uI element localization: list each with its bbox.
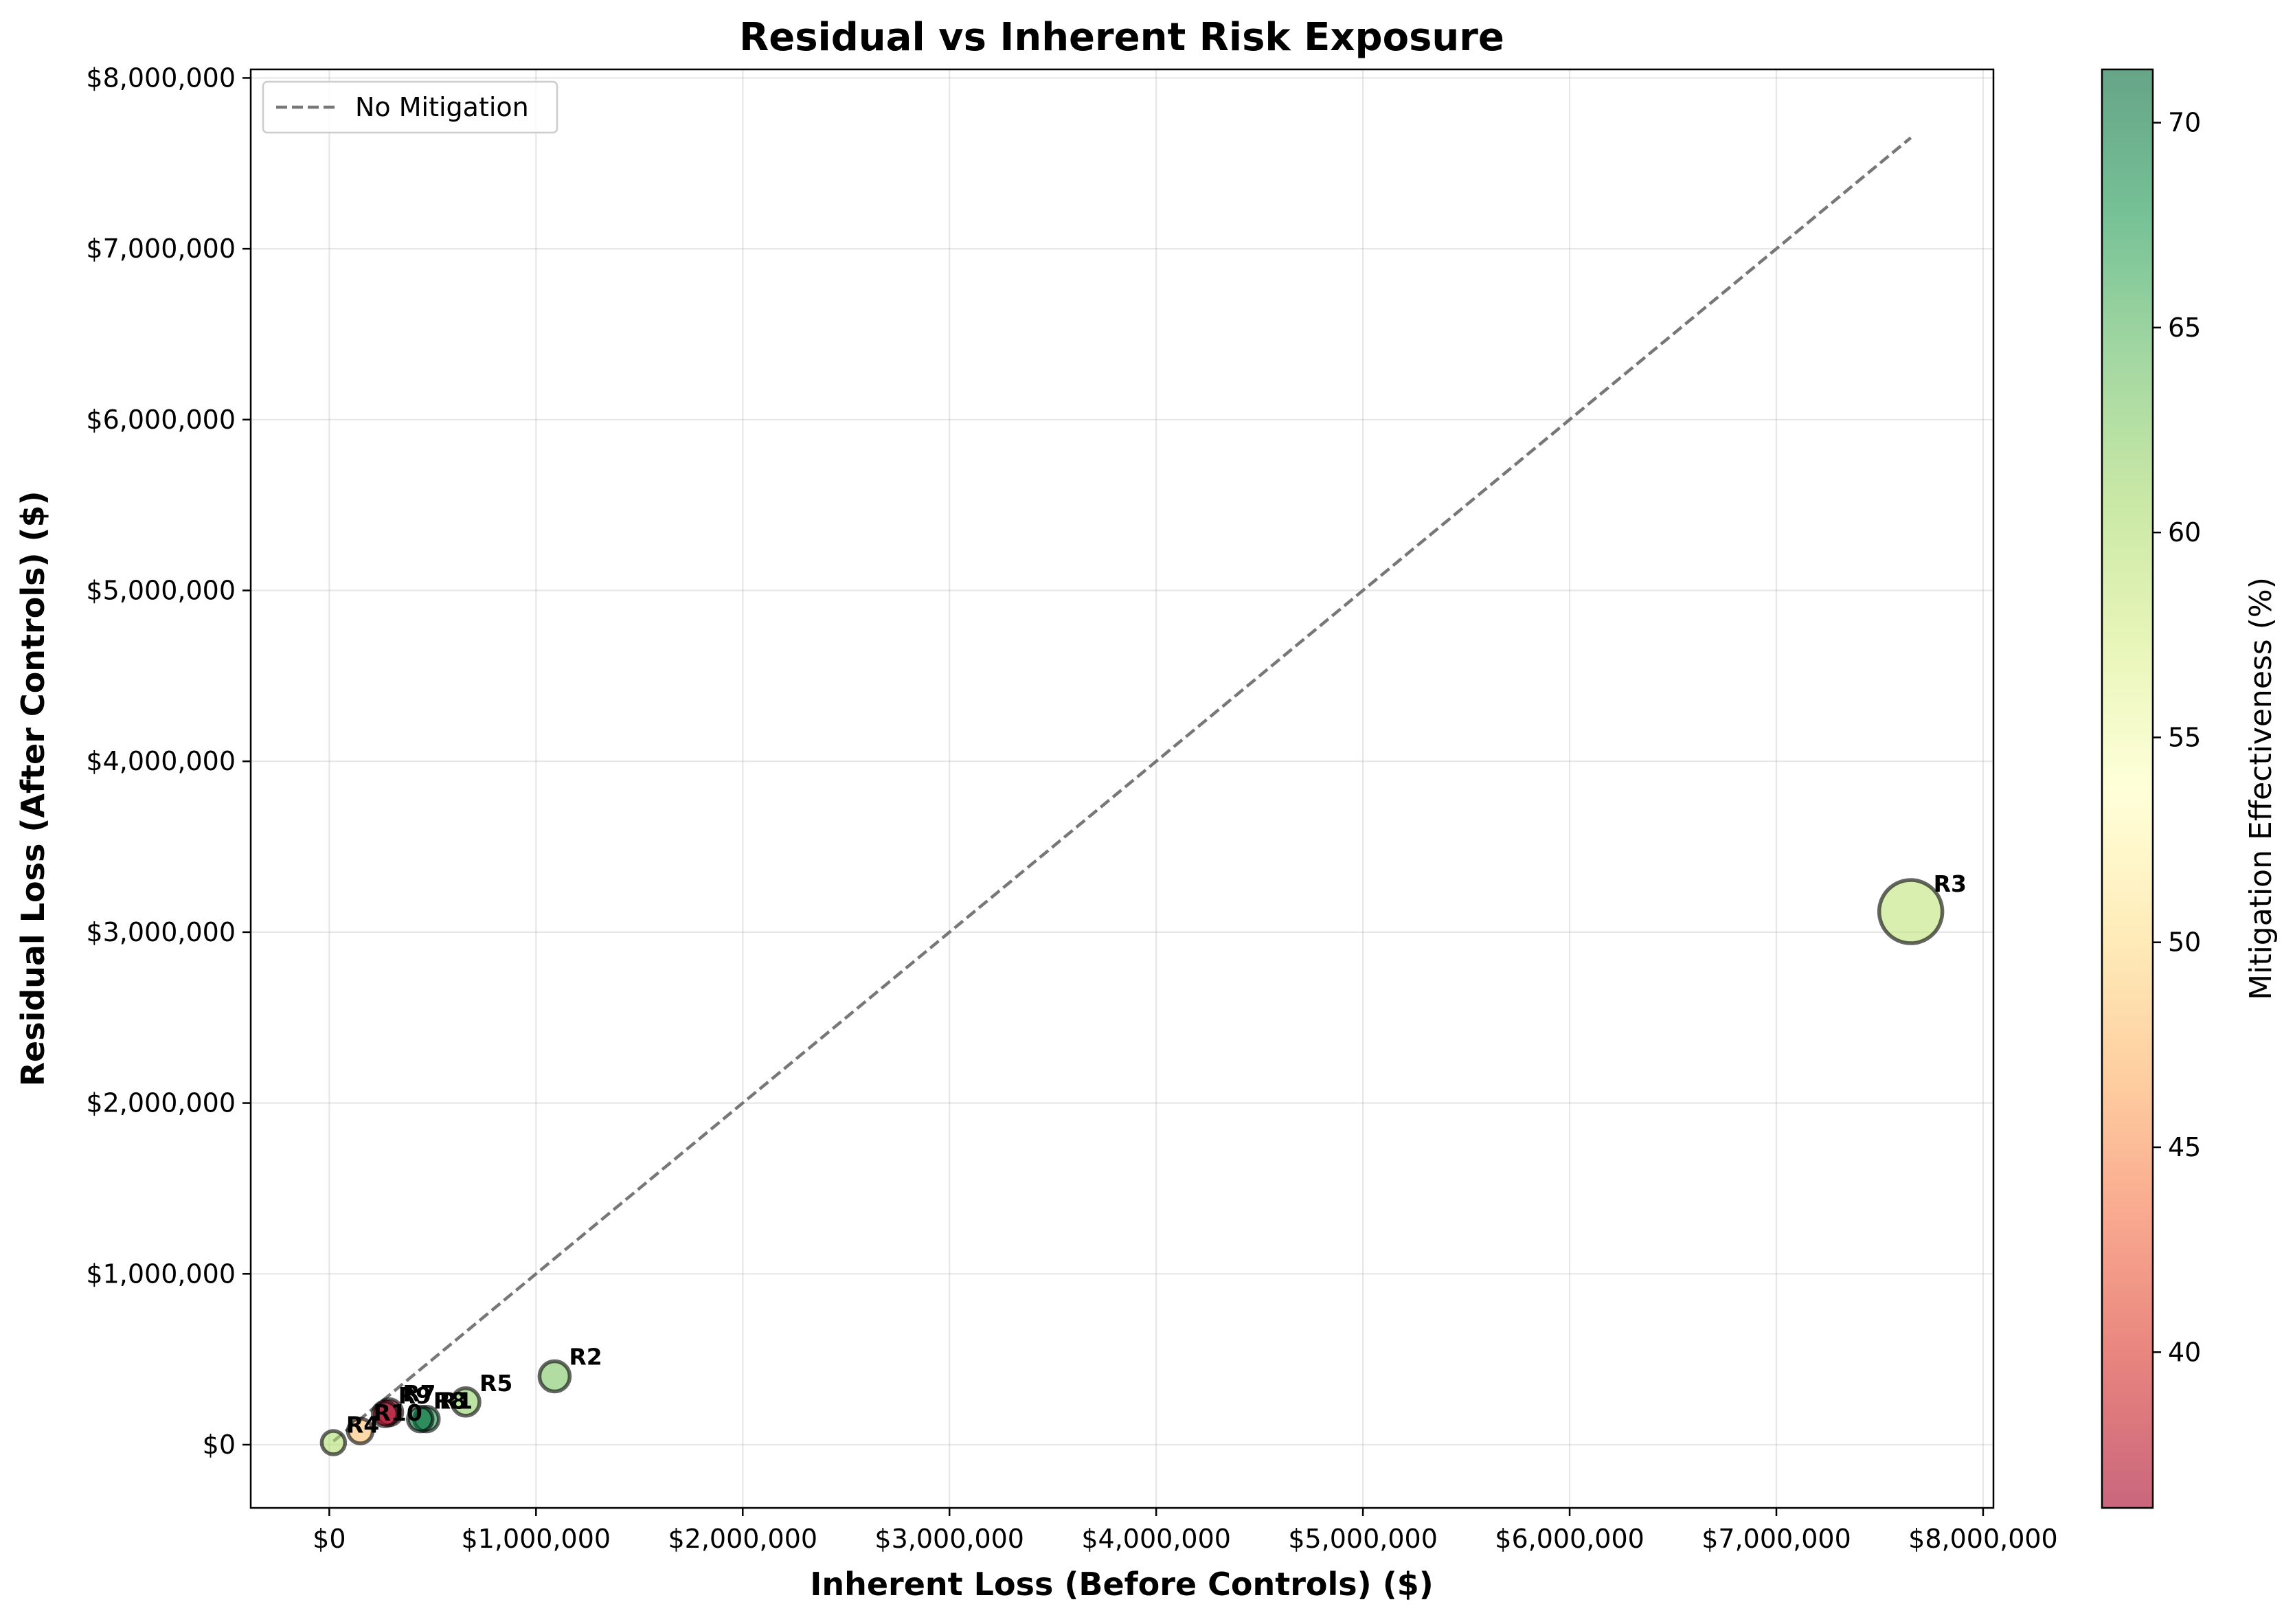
colorbar-tick-label: 70 [2168,108,2201,138]
no-mitigation-line [332,136,1912,1443]
data-point-r10 [346,1417,375,1445]
point-label-r9: R9 [398,1382,431,1409]
data-point-r9 [370,1399,400,1428]
colorbar-frame [2101,68,2154,1509]
legend: No Mitigation [262,80,558,134]
x-tick-label: $3,000,000 [874,1524,1024,1554]
x-tick-label: $5,000,000 [1288,1524,1438,1554]
x-tick-label: $4,000,000 [1081,1524,1231,1554]
colorbar-tick-label: 60 [2168,517,2201,548]
data-point-r8 [406,1404,435,1434]
colorbar-tick-label: 55 [2168,722,2201,752]
colorbar-tick-label: 45 [2168,1132,2201,1162]
y-axis-label: Residual Loss (After Controls) ($) [14,490,52,1086]
point-label-r3: R3 [1934,870,1967,897]
data-point-r2 [537,1359,572,1394]
y-tick-label: $4,000,000 [86,746,236,776]
plot-frame [249,68,1995,1509]
x-tick-label: $0 [313,1524,346,1554]
reference-line-group [332,136,1912,1443]
colorbar-gradient [2102,69,2153,1508]
point-label-r10: R10 [374,1399,422,1426]
point-label-r7: R7 [403,1380,436,1407]
colorbar: 40 45 50 55 60 65 70 Mitigation Effectiveness … [2101,68,2279,1509]
gridlines [251,69,1993,1508]
chart-title: Residual vs Inherent Risk Exposure [739,15,1504,60]
data-point-r3 [1877,878,1945,945]
x-tick-label: $1,000,000 [462,1524,611,1554]
y-tick-label: $0 [203,1430,236,1460]
y-tick-label: $1,000,000 [86,1259,236,1289]
point-label-r8: R8 [433,1388,466,1414]
x-tick-label: $8,000,000 [1908,1524,2058,1554]
x-tick-label: $7,000,000 [1702,1524,1851,1554]
plot-area [251,69,1993,1508]
x-tick-label: $2,000,000 [668,1524,817,1554]
point-label-r5: R5 [479,1370,512,1397]
point-label-r1: R1 [440,1388,473,1414]
colorbar-tick-label: 40 [2168,1337,2201,1367]
x-axis-ticks: $0 $1,000,000 $2,000,000 $3,000,000 $4,000,0… [313,1508,2058,1554]
data-point-r4 [319,1429,348,1456]
legend-box [262,80,558,134]
legend-label: No Mitigation [355,92,529,122]
y-tick-label: $3,000,000 [86,917,236,947]
y-tick-label: $6,000,000 [86,405,236,435]
y-tick-label: $8,000,000 [86,63,236,93]
point-label-r2: R2 [569,1344,602,1371]
colorbar-tick-label: 50 [2168,927,2201,958]
colorbar-label: Mitigation Effectiveness (%) [2243,577,2279,1000]
y-axis-ticks: $0 $1,000,000 $2,000,000 $3,000,000 $4,000,0… [86,63,251,1460]
colorbar-tick-label: 65 [2168,313,2201,343]
colorbar-ticks: 40 45 50 55 60 65 70 [2153,108,2201,1367]
x-axis-label: Inherent Loss (Before Controls) ($) [810,1566,1434,1603]
y-tick-label: $2,000,000 [86,1088,236,1118]
data-point-r5 [450,1386,482,1418]
x-tick-label: $6,000,000 [1495,1524,1644,1554]
data-points [319,878,1945,1456]
y-tick-label: $7,000,000 [86,234,236,264]
point-label-r4: R4 [346,1411,379,1438]
y-tick-label: $5,000,000 [86,576,236,606]
